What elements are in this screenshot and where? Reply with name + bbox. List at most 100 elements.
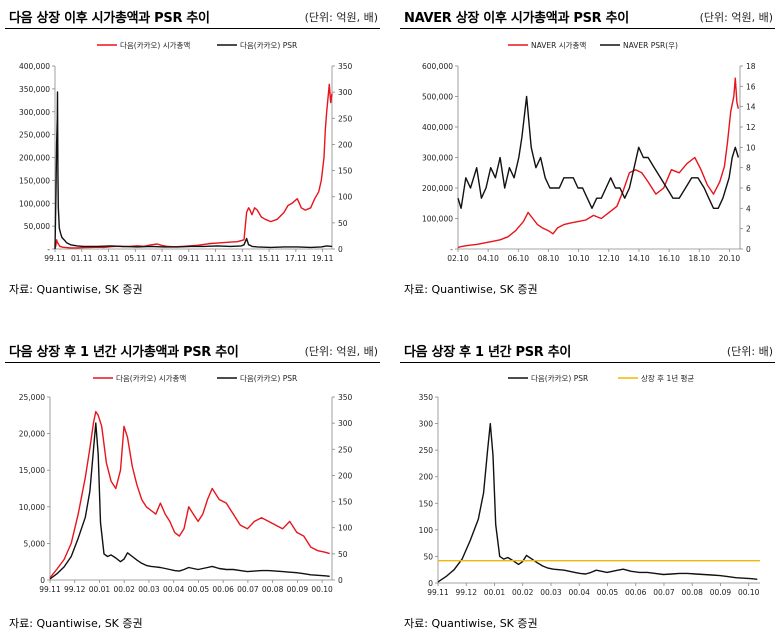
y-tick-label-right: 0 [338,576,343,585]
x-tick-label: 20.10 [719,254,741,263]
y-tick-label-left: 250 [419,446,434,455]
panel-daum-first-year-psr: 다음 상장 후 1 년간 PSR 추이 (단위: 배) 0 50 100 150 200… [400,337,775,637]
series-line-1 [457,95,740,210]
y-tick-label-right: 2 [746,225,751,234]
legend-label-1: NAVER PSR(우) [623,41,678,50]
y-tick-label-left: 0 [428,579,433,588]
x-tick-label: 10.10 [568,254,590,263]
y-tick-label-right: 50 [338,550,348,559]
x-tick-label: 00.02 [512,588,534,597]
legend-label-0: NAVER 시가총액 [531,40,586,50]
y-tick-label-right: 300 [338,88,353,97]
chart-title: 다음 상장 후 1 년간 시가총액과 PSR 추이 [9,345,239,360]
y-tick-label-left: 350,000 [19,85,50,94]
legend-label-1: 다음(카카오) PSR [240,374,297,383]
x-tick-label: 03.11 [98,254,120,263]
chart-unit: (단위: 배) [726,345,773,358]
y-tick-label-right: 150 [338,167,353,176]
y-tick-label-left: 200,000 [422,184,453,193]
y-tick-label-left: 300,000 [422,154,453,163]
y-tick-label-right: 8 [746,164,751,173]
chart-source: 자료: Quantiwise, SK 증권 [9,617,143,630]
x-tick-label: 12.10 [598,254,620,263]
x-tick-label: 00.09 [287,585,309,594]
chart-title: NAVER 상장 이후 시가총액과 PSR 추이 [404,11,629,26]
y-tick-label-right: 100 [338,193,353,202]
x-tick-label: 09.11 [178,254,200,263]
title-rule [400,28,775,29]
y-tick-label-left: 25,000 [19,393,45,402]
y-tick-label-left: 10,000 [19,503,45,512]
y-tick-label-left: 5,000 [24,539,46,548]
panel-naver-since-listing: NAVER 상장 이후 시가총액과 PSR 추이 (단위: 억원, 배) - 10… [400,3,775,303]
y-tick-label-right: 0 [746,245,751,254]
y-tick-label-left: 20,000 [19,430,45,439]
x-tick-label: 99.11 [39,585,61,594]
y-tick-label-left: 200,000 [19,154,50,163]
chart-source: 자료: Quantiwise, SK 증권 [404,283,538,296]
chart-unit: (단위: 억원, 배) [699,11,773,24]
x-tick-label: 06.10 [508,254,530,263]
y-tick-label-left: 50,000 [24,222,50,231]
x-tick-label: 01.11 [71,254,93,263]
chart-title: 다음 상장 후 1 년간 PSR 추이 [404,345,572,360]
x-tick-label: 00.08 [262,585,284,594]
series-line-0 [437,422,758,583]
y-tick-label-left: 300 [419,420,434,429]
chart-daum-since-listing: - 50,000 100,000 150,000 200,000 250,000 300,0… [19,40,353,263]
chart-unit: (단위: 억원, 배) [304,11,378,24]
y-tick-label-left: 200 [419,473,434,482]
y-tick-label-left: 250,000 [19,131,50,140]
x-tick-label: 99.11 [44,254,66,263]
x-tick-label: 19.11 [312,254,334,263]
legend-label-1: 다음(카카오) PSR [240,41,297,50]
y-tick-label-left: 0 [40,576,45,585]
x-tick-label: 99.11 [427,588,449,597]
series-line-1 [54,91,333,250]
series-line-0 [49,410,330,579]
y-tick-label-left: 600,000 [422,62,453,71]
y-tick-label-left: 300,000 [19,108,50,117]
x-tick-label: 00.05 [188,585,210,594]
y-tick-label-left: 15,000 [19,466,45,475]
x-tick-label: 00.06 [212,585,234,594]
y-tick-label-right: 350 [338,393,353,402]
y-tick-label-left: 350 [419,393,434,402]
series-line-0 [54,83,333,249]
x-tick-label: 00.10 [311,585,333,594]
x-tick-label: 15.11 [258,254,280,263]
y-tick-label-right: 14 [746,103,756,112]
y-tick-label-right: 150 [338,498,353,507]
y-tick-label-right: 200 [338,140,353,149]
y-tick-label-left: 100 [419,526,434,535]
x-tick-label: 04.10 [477,254,499,263]
y-tick-label-right: 250 [338,114,353,123]
x-tick-label: 14.10 [628,254,650,263]
y-tick-label-right: 50 [338,219,348,228]
x-tick-label: 00.01 [89,585,111,594]
series-line-1 [49,422,330,580]
x-tick-label: 05.11 [125,254,147,263]
y-tick-label-left: - [47,245,50,254]
x-tick-label: 02.10 [447,254,469,263]
chart-naver-since-listing: - 100,000 200,000 300,000 400,000 500,000 600,… [422,40,756,263]
y-tick-label-right: 250 [338,445,353,454]
y-tick-label-right: 10 [746,143,756,152]
y-tick-label-left: 400,000 [19,62,50,71]
x-tick-label: 00.03 [138,585,160,594]
y-tick-label-left: 150 [419,499,434,508]
legend-label-0: 다음(카카오) PSR [531,374,588,383]
y-tick-label-right: 12 [746,123,756,132]
y-tick-label-right: 6 [746,184,751,193]
panel-daum-since-listing: 다음 상장 이후 시가총액과 PSR 추이 (단위: 억원, 배) - 50,00… [5,3,380,303]
y-tick-label-right: 200 [338,471,353,480]
x-tick-label: 99.12 [64,585,86,594]
x-tick-label: 00.07 [237,585,259,594]
panel-daum-first-year: 다음 상장 후 1 년간 시가총액과 PSR 추이 (단위: 억원, 배) 0 5… [5,337,380,637]
y-tick-label-left: 400,000 [422,123,453,132]
y-tick-label-left: 150,000 [19,176,50,185]
x-tick-label: 00.03 [540,588,562,597]
y-tick-label-right: 300 [338,419,353,428]
x-tick-label: 18.10 [689,254,711,263]
title-rule [400,362,775,363]
